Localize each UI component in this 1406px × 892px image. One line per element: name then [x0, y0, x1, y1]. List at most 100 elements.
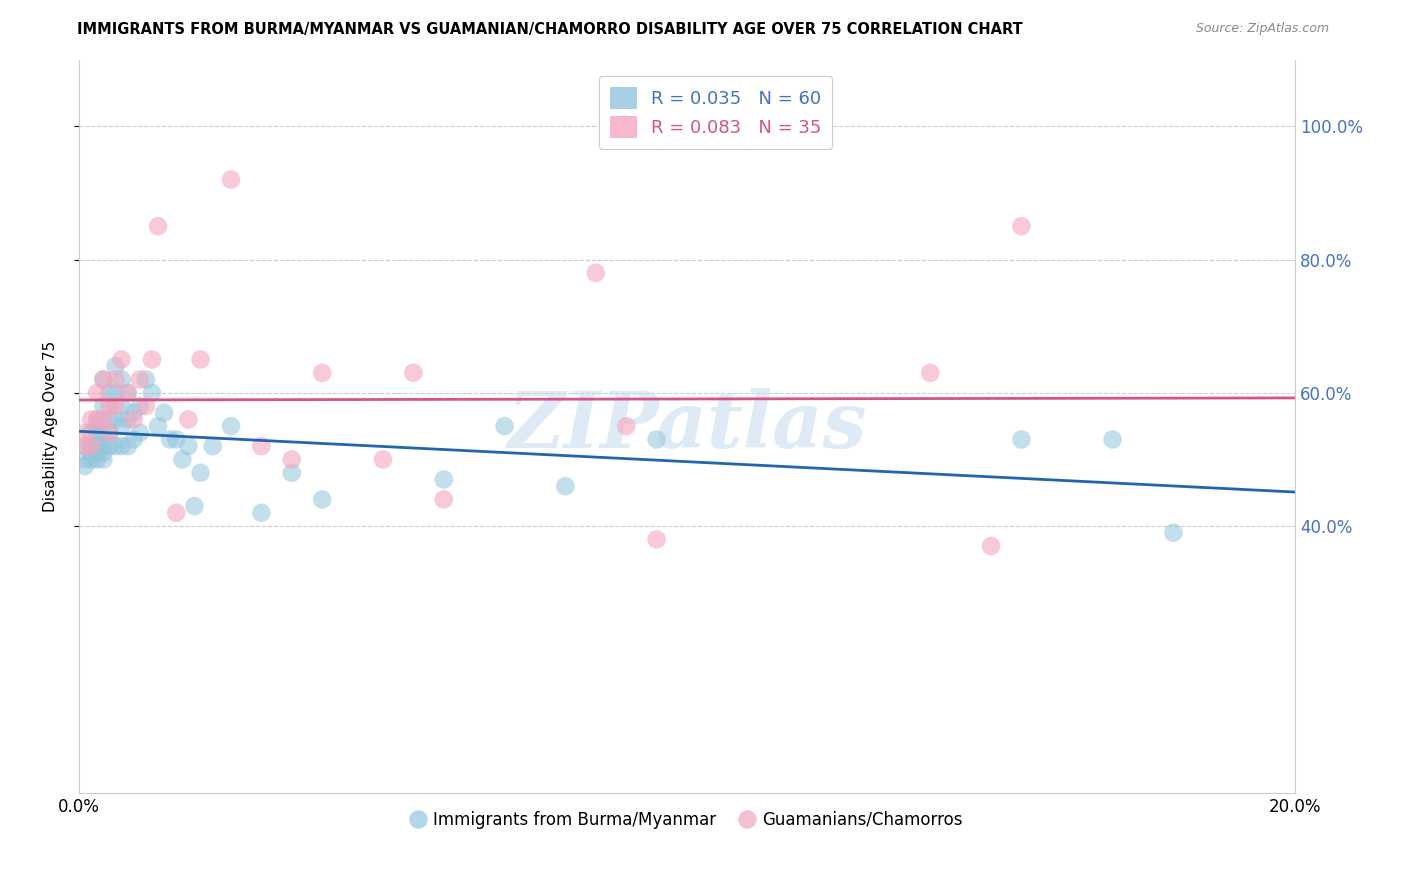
Point	[190, 352, 212, 367]
Point	[80, 452, 103, 467]
Point	[183, 499, 205, 513]
Point	[153, 406, 176, 420]
Point	[281, 466, 304, 480]
Point	[73, 439, 96, 453]
Point	[104, 385, 127, 400]
Point	[91, 452, 114, 467]
Point	[98, 385, 121, 400]
Y-axis label: Disability Age Over 75: Disability Age Over 75	[44, 341, 58, 512]
Point	[91, 412, 114, 426]
Point	[104, 359, 127, 373]
Point	[104, 372, 127, 386]
Point	[86, 419, 108, 434]
Point	[73, 459, 96, 474]
Point	[165, 506, 187, 520]
Point	[165, 433, 187, 447]
Point	[86, 412, 108, 426]
Point	[159, 433, 181, 447]
Point	[91, 439, 114, 453]
Point	[86, 385, 108, 400]
Point	[190, 466, 212, 480]
Point	[117, 412, 139, 426]
Point	[117, 385, 139, 400]
Point	[920, 366, 942, 380]
Point	[135, 372, 157, 386]
Point	[73, 452, 96, 467]
Point	[91, 425, 114, 440]
Point	[86, 425, 108, 440]
Point	[146, 419, 169, 434]
Point	[1010, 219, 1032, 234]
Point	[645, 433, 668, 447]
Point	[433, 492, 456, 507]
Text: IMMIGRANTS FROM BURMA/MYANMAR VS GUAMANIAN/CHAMORRO DISABILITY AGE OVER 75 CORRE: IMMIGRANTS FROM BURMA/MYANMAR VS GUAMANI…	[77, 22, 1024, 37]
Point	[104, 412, 127, 426]
Point	[201, 439, 224, 453]
Point	[250, 439, 273, 453]
Point	[91, 372, 114, 386]
Point	[104, 439, 127, 453]
Point	[614, 419, 637, 434]
Text: ZIPatlas: ZIPatlas	[508, 388, 866, 465]
Point	[250, 506, 273, 520]
Point	[117, 385, 139, 400]
Point	[177, 439, 200, 453]
Point	[146, 219, 169, 234]
Point	[980, 539, 1002, 553]
Point	[91, 446, 114, 460]
Point	[402, 366, 425, 380]
Point	[219, 419, 242, 434]
Point	[1010, 433, 1032, 447]
Text: Source: ZipAtlas.com: Source: ZipAtlas.com	[1195, 22, 1329, 36]
Point	[98, 399, 121, 413]
Point	[91, 372, 114, 386]
Point	[98, 412, 121, 426]
Point	[104, 399, 127, 413]
Point	[311, 366, 333, 380]
Point	[172, 452, 194, 467]
Legend: Immigrants from Burma/Myanmar, Guamanians/Chamorros: Immigrants from Burma/Myanmar, Guamanian…	[405, 805, 970, 836]
Point	[128, 372, 150, 386]
Point	[73, 425, 96, 440]
Point	[554, 479, 576, 493]
Point	[128, 425, 150, 440]
Point	[80, 439, 103, 453]
Point	[110, 352, 132, 367]
Point	[98, 425, 121, 440]
Point	[80, 412, 103, 426]
Point	[117, 439, 139, 453]
Point	[86, 446, 108, 460]
Point	[122, 433, 145, 447]
Point	[110, 439, 132, 453]
Point	[110, 372, 132, 386]
Point	[494, 419, 516, 434]
Point	[73, 439, 96, 453]
Point	[645, 533, 668, 547]
Point	[122, 406, 145, 420]
Point	[91, 399, 114, 413]
Point	[122, 412, 145, 426]
Point	[110, 419, 132, 434]
Point	[141, 352, 163, 367]
Point	[98, 425, 121, 440]
Point	[80, 446, 103, 460]
Point	[98, 439, 121, 453]
Point	[86, 452, 108, 467]
Point	[141, 385, 163, 400]
Point	[219, 172, 242, 186]
Point	[585, 266, 607, 280]
Point	[110, 399, 132, 413]
Point	[177, 412, 200, 426]
Point	[1163, 525, 1185, 540]
Point	[371, 452, 394, 467]
Point	[86, 412, 108, 426]
Point	[311, 492, 333, 507]
Point	[80, 425, 103, 440]
Point	[433, 472, 456, 486]
Point	[281, 452, 304, 467]
Point	[86, 439, 108, 453]
Point	[128, 399, 150, 413]
Point	[80, 439, 103, 453]
Point	[135, 399, 157, 413]
Point	[1101, 433, 1123, 447]
